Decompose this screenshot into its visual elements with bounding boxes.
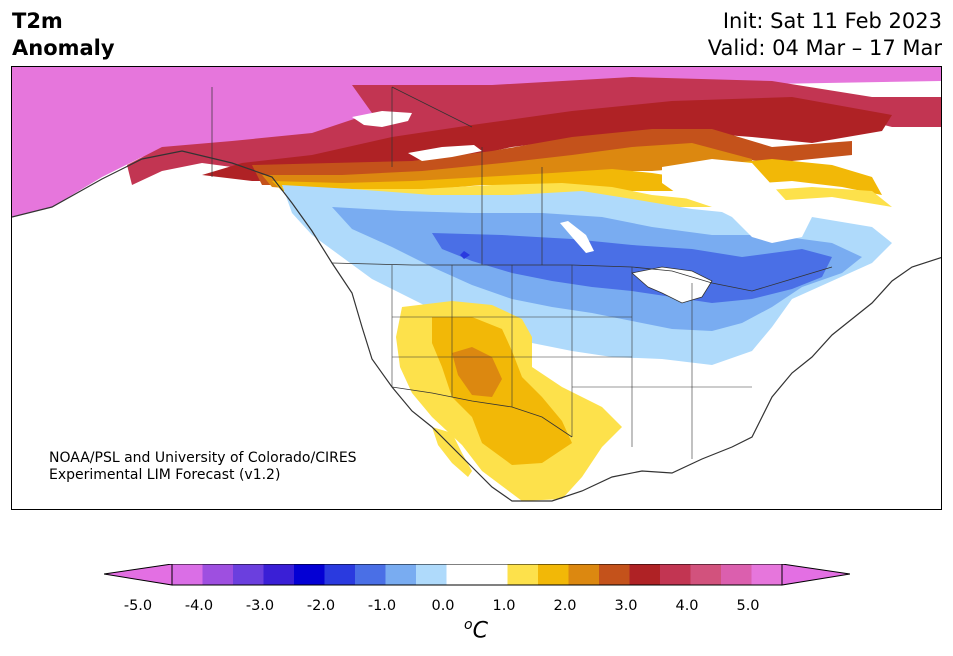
colorbar-cell (294, 564, 325, 585)
ice-patch-3 (560, 221, 594, 253)
colorbar-tick-label: 5.0 (736, 598, 760, 614)
anomaly-region-baja-yellow (432, 427, 472, 477)
anomaly-region-cool-deep (460, 251, 470, 259)
anomaly-region-extreme-warm (12, 67, 941, 217)
colorbar-under-arrow (104, 564, 173, 586)
colorbar (104, 564, 850, 586)
init-date: Init: Sat 11 Feb 2023 (722, 9, 942, 33)
colorbar-cell (172, 564, 203, 585)
valid-range: Valid: 04 Mar – 17 Mar (707, 36, 942, 60)
colorbar-cell (751, 564, 783, 585)
credit-line-2: Experimental LIM Forecast (v1.2) (49, 467, 281, 483)
colorbar-tick-label: -2.0 (306, 598, 336, 614)
colorbar-tick-label: -3.0 (245, 598, 275, 614)
variable-label: T2m (12, 9, 63, 33)
colorbar-tick-label: 3.0 (614, 598, 638, 614)
colorbar-cell (355, 564, 386, 585)
colorbar-tick-label: -1.0 (367, 598, 397, 614)
colorbar-over-arrow (781, 564, 850, 586)
colorbar-cells (171, 564, 783, 586)
map-canvas (12, 67, 941, 502)
colorbar-cell (385, 564, 417, 585)
canada-provinces (211, 86, 543, 265)
credit-line-1: NOAA/PSL and University of Colorado/CIRE… (49, 450, 357, 466)
colorbar-tick-label: -5.0 (123, 598, 153, 614)
hudson-bay (662, 159, 812, 243)
colorbar-cell (629, 564, 661, 585)
colorbar-tick-label: 1.0 (492, 598, 516, 614)
colorbar-cell (660, 564, 691, 585)
colorbar-cell (538, 564, 569, 585)
unit-superscript: o (464, 617, 473, 633)
colorbar-tick-label: -4.0 (184, 598, 214, 614)
anomaly-map (11, 66, 942, 510)
colorbar-cell (202, 564, 234, 585)
map-title: T2m Anomaly (12, 8, 115, 62)
ice-patch-2 (408, 145, 482, 161)
anomaly-region-warm-red (202, 97, 892, 181)
anomaly-region-sw-amber (452, 347, 502, 397)
colorbar-cell (690, 564, 722, 585)
credit-text: NOAA/PSL and University of Colorado/CIRE… (49, 450, 357, 484)
colorbar-cell (233, 564, 264, 585)
colorbar-cell (721, 564, 752, 585)
anomaly-region-warm-orange (252, 129, 852, 185)
unit-label: oC (464, 617, 488, 643)
us-mexico-border (391, 386, 573, 438)
anomaly-region-warm-amber (262, 143, 752, 191)
forecast-dates: Init: Sat 11 Feb 2023 Valid: 04 Mar – 17… (708, 8, 942, 62)
us-states (391, 265, 752, 459)
colorbar-cell (446, 564, 478, 585)
unit-main: C (472, 618, 488, 644)
coastline (12, 150, 941, 502)
colorbar-tick-label: 0.0 (431, 598, 455, 614)
colorbar-tick-label: 2.0 (553, 598, 577, 614)
colorbar-cell (599, 564, 630, 585)
colorbar-cell (416, 564, 447, 585)
colorbar-cell (507, 564, 539, 585)
colorbar-cell (263, 564, 295, 585)
colorbar-cell (324, 564, 356, 585)
anomaly-label: Anomaly (12, 36, 115, 60)
colorbar-tick-label: 4.0 (675, 598, 699, 614)
ice-patch-1 (352, 111, 412, 127)
colorbar-cell (477, 564, 508, 585)
colorbar-cell (568, 564, 600, 585)
